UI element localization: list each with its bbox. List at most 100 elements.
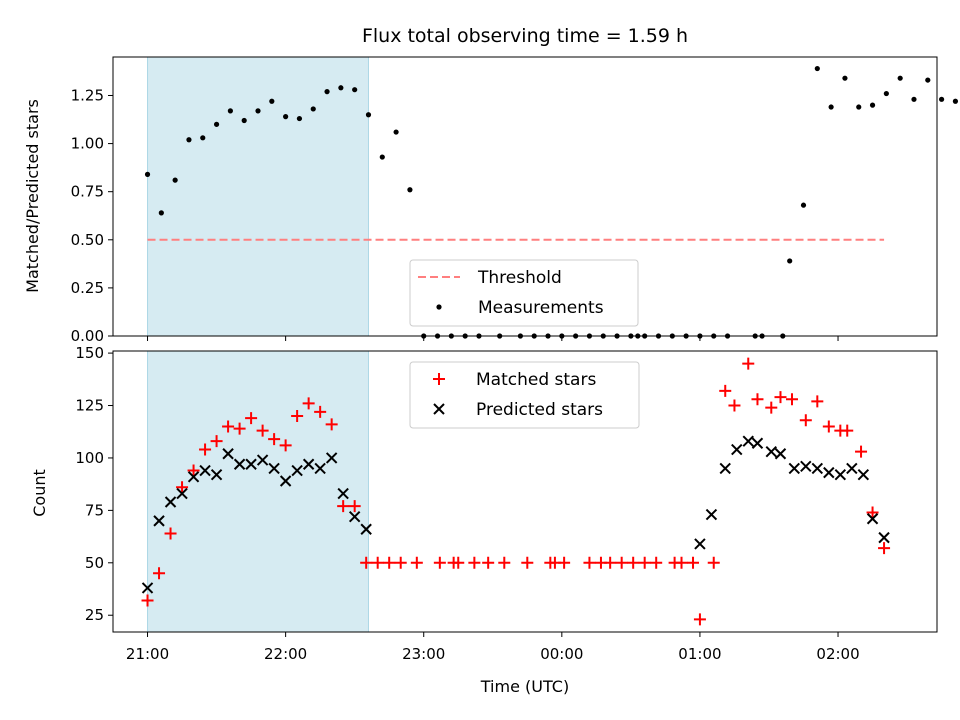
matched-star-point	[141, 594, 154, 607]
matched-star-point	[371, 556, 384, 569]
measurement-point	[172, 177, 178, 183]
predicted-star-point	[811, 462, 824, 475]
matched-star-point	[452, 556, 465, 569]
predicted-star-point	[176, 487, 188, 500]
bottom-panel: Count Time (UTC) 25 50 75 100 125 150 21:00 22:…	[30, 344, 938, 696]
measurement-point	[213, 121, 220, 127]
legend-matched-label: Matched stars	[476, 370, 596, 390]
matched-star-point	[199, 443, 212, 456]
matched-star-point	[855, 445, 868, 458]
matched-star-point	[774, 391, 787, 404]
matched-star-point	[176, 481, 189, 494]
matched-star-point	[433, 556, 446, 569]
legend-predicted-swatch	[433, 403, 445, 415]
y-tick-label: 0.50	[71, 231, 104, 249]
matched-star-point	[728, 399, 741, 412]
matched-star-point	[693, 613, 706, 626]
matched-star-point	[383, 556, 396, 569]
matched-star-point	[291, 410, 304, 423]
measurement-point	[310, 106, 316, 112]
predicted-star-point	[348, 510, 361, 523]
matched-star-point	[707, 556, 720, 569]
matched-star-point	[348, 500, 361, 513]
matched-star-point	[164, 527, 177, 540]
predicted-star-point	[325, 452, 338, 464]
matched-star-point	[822, 420, 835, 433]
x-tick-label: 23:00	[402, 645, 445, 663]
matched-star-point	[222, 420, 235, 433]
measurement-point	[296, 115, 303, 122]
y-tick-label: 125	[75, 397, 104, 415]
measurement-point	[379, 154, 385, 160]
matched-star-point	[268, 433, 281, 446]
predicted-star-point	[800, 460, 812, 473]
matched-star-point	[153, 567, 166, 580]
predicted-star-point	[360, 523, 372, 535]
predicted-star-point	[314, 462, 326, 475]
predicted-star-point	[694, 538, 706, 550]
matched-star-point	[394, 556, 407, 569]
measurement-point	[393, 129, 399, 135]
predicted-star-point	[245, 458, 257, 470]
matched-star-point	[279, 439, 292, 452]
predicted-star-point	[866, 513, 879, 525]
matched-star-point	[878, 542, 891, 555]
predicted-star-point	[878, 531, 890, 544]
matched-star-point	[410, 556, 423, 569]
matched-star-point	[615, 556, 628, 569]
measurement-point	[200, 135, 206, 141]
predicted-star-point	[337, 487, 349, 500]
predicted-star-point	[731, 443, 743, 456]
x-tick-label: 21:00	[126, 645, 169, 663]
predicted-star-point	[705, 508, 718, 521]
predicted-star-point	[210, 469, 223, 481]
predicted-star-point	[774, 448, 787, 460]
measurement-point	[186, 137, 192, 143]
predicted-star-point	[153, 515, 165, 527]
bottom-plot-area: 25 50 75 100 125 150 21:00 22:00 23:00 00:00 01:00…	[75, 344, 938, 663]
predicted-star-point	[846, 462, 858, 475]
matched-star-point	[468, 556, 481, 569]
matched-star-point	[675, 556, 688, 569]
y-tick-label: 75	[85, 501, 104, 519]
y-tick-label: 150	[75, 344, 104, 362]
predicted-star-point	[233, 458, 246, 470]
measurement-point	[939, 96, 945, 102]
matched-star-point	[719, 384, 732, 397]
measurement-point	[842, 75, 848, 81]
measurement-point	[365, 112, 372, 118]
matched-star-point	[866, 506, 879, 519]
y-tick-label: 0.25	[71, 279, 104, 297]
matched-star-point	[799, 414, 812, 427]
x-tick-label: 22:00	[264, 645, 307, 663]
predicted-star-point	[302, 458, 315, 470]
measurement-point	[911, 96, 917, 102]
predicted-star-point	[765, 445, 777, 458]
axes-frame	[112, 56, 938, 337]
predicted-star-point	[199, 464, 211, 477]
matched-star-point	[187, 464, 200, 477]
matched-star-point	[638, 556, 651, 569]
y-tick-label: 100	[75, 449, 104, 467]
measurement-point	[269, 98, 275, 104]
measurement-point	[283, 114, 289, 120]
y-tick-label: 0.00	[71, 327, 104, 345]
axes-frame	[112, 350, 938, 633]
matched-star-point	[325, 418, 338, 431]
measurement-point	[255, 108, 261, 114]
measurement-point	[856, 104, 862, 110]
measurement-point	[158, 210, 164, 216]
predicted-star-point	[268, 462, 280, 475]
measurement-point	[869, 102, 876, 108]
measurement-point	[800, 202, 807, 208]
measurement-point	[787, 258, 793, 264]
measurement-point	[352, 87, 358, 93]
x-tick-label: 02:00	[816, 645, 859, 663]
predicted-star-point	[291, 464, 303, 477]
predicted-star-point	[256, 454, 269, 466]
y-tick-label: 25	[85, 606, 104, 624]
matched-star-point	[558, 556, 571, 569]
matched-star-point	[841, 424, 854, 437]
y-tick-label: 1.25	[71, 86, 104, 104]
